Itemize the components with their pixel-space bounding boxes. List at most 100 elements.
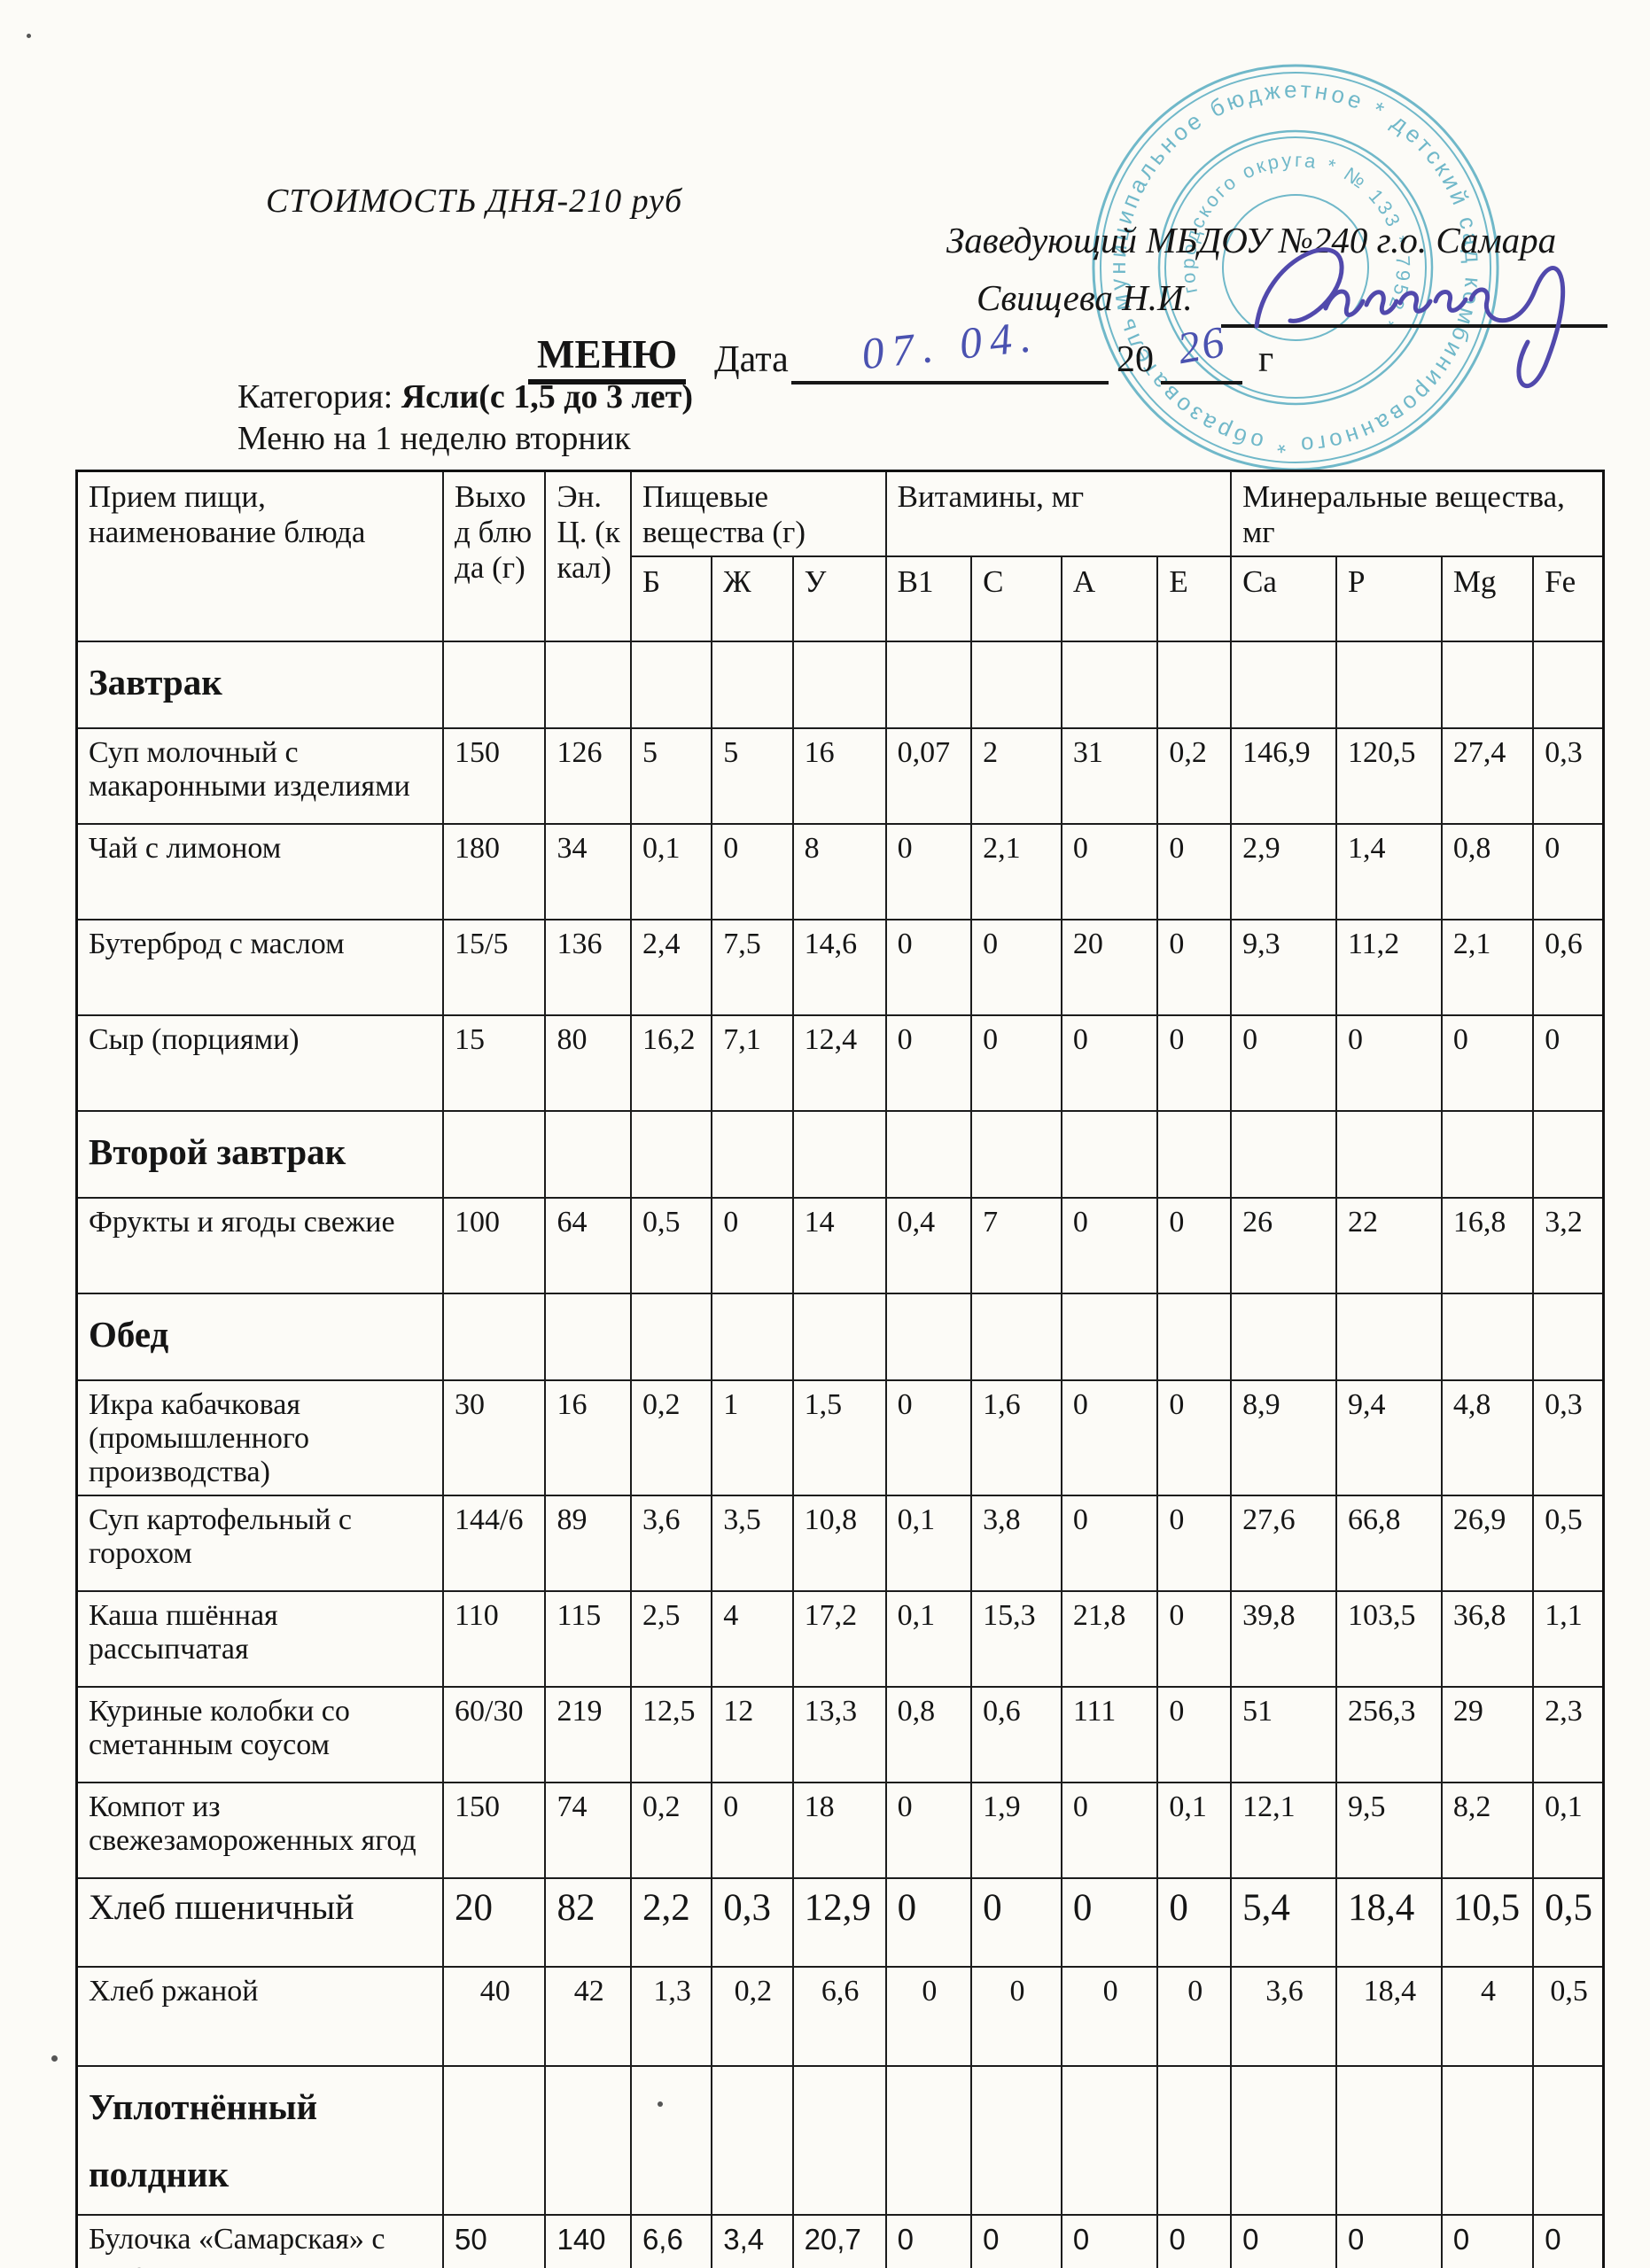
value-cell: 0,2 (1156, 727, 1233, 825)
value-cell: 7,5 (711, 919, 794, 1016)
dish-name-cell: Бутерброд с маслом (75, 919, 445, 1016)
approver-title: Заведующий МБДОУ №240 г.о. Самара (946, 220, 1557, 260)
value-cell (442, 641, 547, 729)
value-cell: 10,5 (1440, 1877, 1535, 1968)
value-cell: 16 (791, 727, 887, 825)
value-cell: 0 (1156, 1495, 1233, 1592)
value-cell: 15,3 (970, 1590, 1062, 1688)
year-suffix: г (1258, 339, 1274, 380)
value-cell: 82 (544, 1877, 632, 1968)
value-cell: 2,1 (970, 823, 1062, 920)
value-cell: 0 (884, 2213, 973, 2268)
menu-title: МЕНЮ (528, 331, 687, 384)
value-cell: 256,3 (1335, 1686, 1443, 1783)
value-cell: 0 (970, 2213, 1062, 2268)
value-cell (791, 641, 887, 729)
dish-name-cell: Фрукты и ягоды свежие (75, 1197, 445, 1294)
value-cell: 1,5 (791, 1379, 887, 1496)
value-cell: 140 (544, 2213, 632, 2268)
value-cell: 0 (970, 1014, 1062, 1112)
value-cell (544, 1293, 632, 1381)
section-row: Обед (75, 1293, 1605, 1381)
section-row: Уплотнённый полдник (75, 2065, 1605, 2216)
col-carb-header: У (791, 555, 887, 642)
value-cell: 1,6 (970, 1379, 1062, 1496)
value-cell: 5,4 (1230, 1877, 1337, 1968)
menu-table: Прием пищи, наименование блюда Выход блю… (75, 470, 1605, 2268)
header-sub-row: Б Ж У В1 С А Е Ca P Mg Fe (77, 555, 1605, 642)
value-cell: 0 (1060, 2213, 1159, 2268)
value-cell: 0,2 (711, 1966, 794, 2067)
value-cell: 0 (1532, 2213, 1605, 2268)
value-cell (1230, 2065, 1337, 2216)
value-cell: 66,8 (1335, 1495, 1443, 1592)
handwritten-date: 07. 04. (859, 310, 1041, 379)
value-cell (1335, 2065, 1443, 2216)
value-cell: 0 (1156, 1379, 1233, 1496)
value-cell: 0 (970, 919, 1062, 1016)
category-line: Категория: Ясли(с 1,5 до 3 лет) (237, 377, 693, 416)
value-cell: 0,1 (629, 823, 713, 920)
value-cell (970, 1293, 1062, 1381)
value-cell: 0 (711, 1782, 794, 1879)
value-cell: 15/5 (442, 919, 547, 1016)
value-cell: 0 (1156, 919, 1233, 1016)
value-cell (1156, 2065, 1233, 2216)
value-cell (629, 2065, 713, 2216)
value-cell (442, 2065, 547, 2216)
value-cell: 0,1 (884, 1495, 973, 1592)
value-cell: 9,5 (1335, 1782, 1443, 1879)
value-cell: 0 (1532, 823, 1605, 920)
value-cell (1156, 641, 1233, 729)
value-cell: 29 (1440, 1686, 1535, 1783)
dish-row: Каша пшённая рассыпчатая 110 115 2,5 4 17,2 0,… (75, 1590, 1605, 1688)
value-cell (1440, 1110, 1535, 1199)
dish-name-cell: Икра кабачковая (промышленного производс… (75, 1379, 445, 1496)
col-b1-header: В1 (884, 555, 973, 642)
value-cell: 20 (442, 1877, 547, 1968)
value-cell: 3,5 (711, 1495, 794, 1592)
value-cell: 0 (884, 1966, 973, 2067)
value-cell (1230, 1293, 1337, 1381)
section-row: Второй завтрак (75, 1110, 1605, 1199)
value-cell: 3,6 (1230, 1966, 1337, 2067)
value-cell: 12,5 (629, 1686, 713, 1783)
value-cell: 50 (442, 2213, 547, 2268)
value-cell: 136 (544, 919, 632, 1016)
value-cell: 144/6 (442, 1495, 547, 1592)
value-cell: 0 (1335, 1014, 1443, 1112)
value-cell (711, 2065, 794, 2216)
value-cell: 1 (711, 1379, 794, 1496)
value-cell (1060, 2065, 1159, 2216)
value-cell: 12,1 (1230, 1782, 1337, 1879)
value-cell: 0 (970, 1877, 1062, 1968)
value-cell (1335, 641, 1443, 729)
value-cell (1532, 1110, 1605, 1199)
value-cell: 0 (1230, 1014, 1337, 1112)
value-cell (1440, 2065, 1535, 2216)
dish-name-cell: Хлеб пшеничный (75, 1877, 445, 1968)
header-group-row: Прием пищи, наименование блюда Выход блю… (75, 470, 1605, 642)
value-cell: 7,1 (711, 1014, 794, 1112)
value-cell (629, 641, 713, 729)
value-cell: 0 (1156, 1877, 1233, 1968)
dish-name-cell: Хлеб ржаной (75, 1966, 445, 2067)
dish-row: Хлеб пшеничный 20 82 2,2 0,3 12,9 0 0 0 0 5,4 18,4 1… (75, 1877, 1605, 1968)
value-cell: 18 (791, 1782, 887, 1879)
value-cell: 5 (629, 727, 713, 825)
signature-scribble (1254, 247, 1566, 388)
date-label: Дата (714, 339, 789, 380)
value-cell (791, 1110, 887, 1199)
value-cell (442, 1110, 547, 1199)
value-cell: 0 (1060, 1782, 1159, 1879)
value-cell: 0,8 (884, 1686, 973, 1783)
value-cell: 0 (1156, 1197, 1233, 1294)
col-p-header: P (1335, 555, 1443, 642)
value-cell: 2,3 (1532, 1686, 1605, 1783)
value-cell: 0,2 (629, 1782, 713, 1879)
value-cell: 16 (544, 1379, 632, 1496)
value-cell: 8 (791, 823, 887, 920)
col-protein-header: Б (629, 555, 713, 642)
value-cell: 0 (1060, 1014, 1159, 1112)
